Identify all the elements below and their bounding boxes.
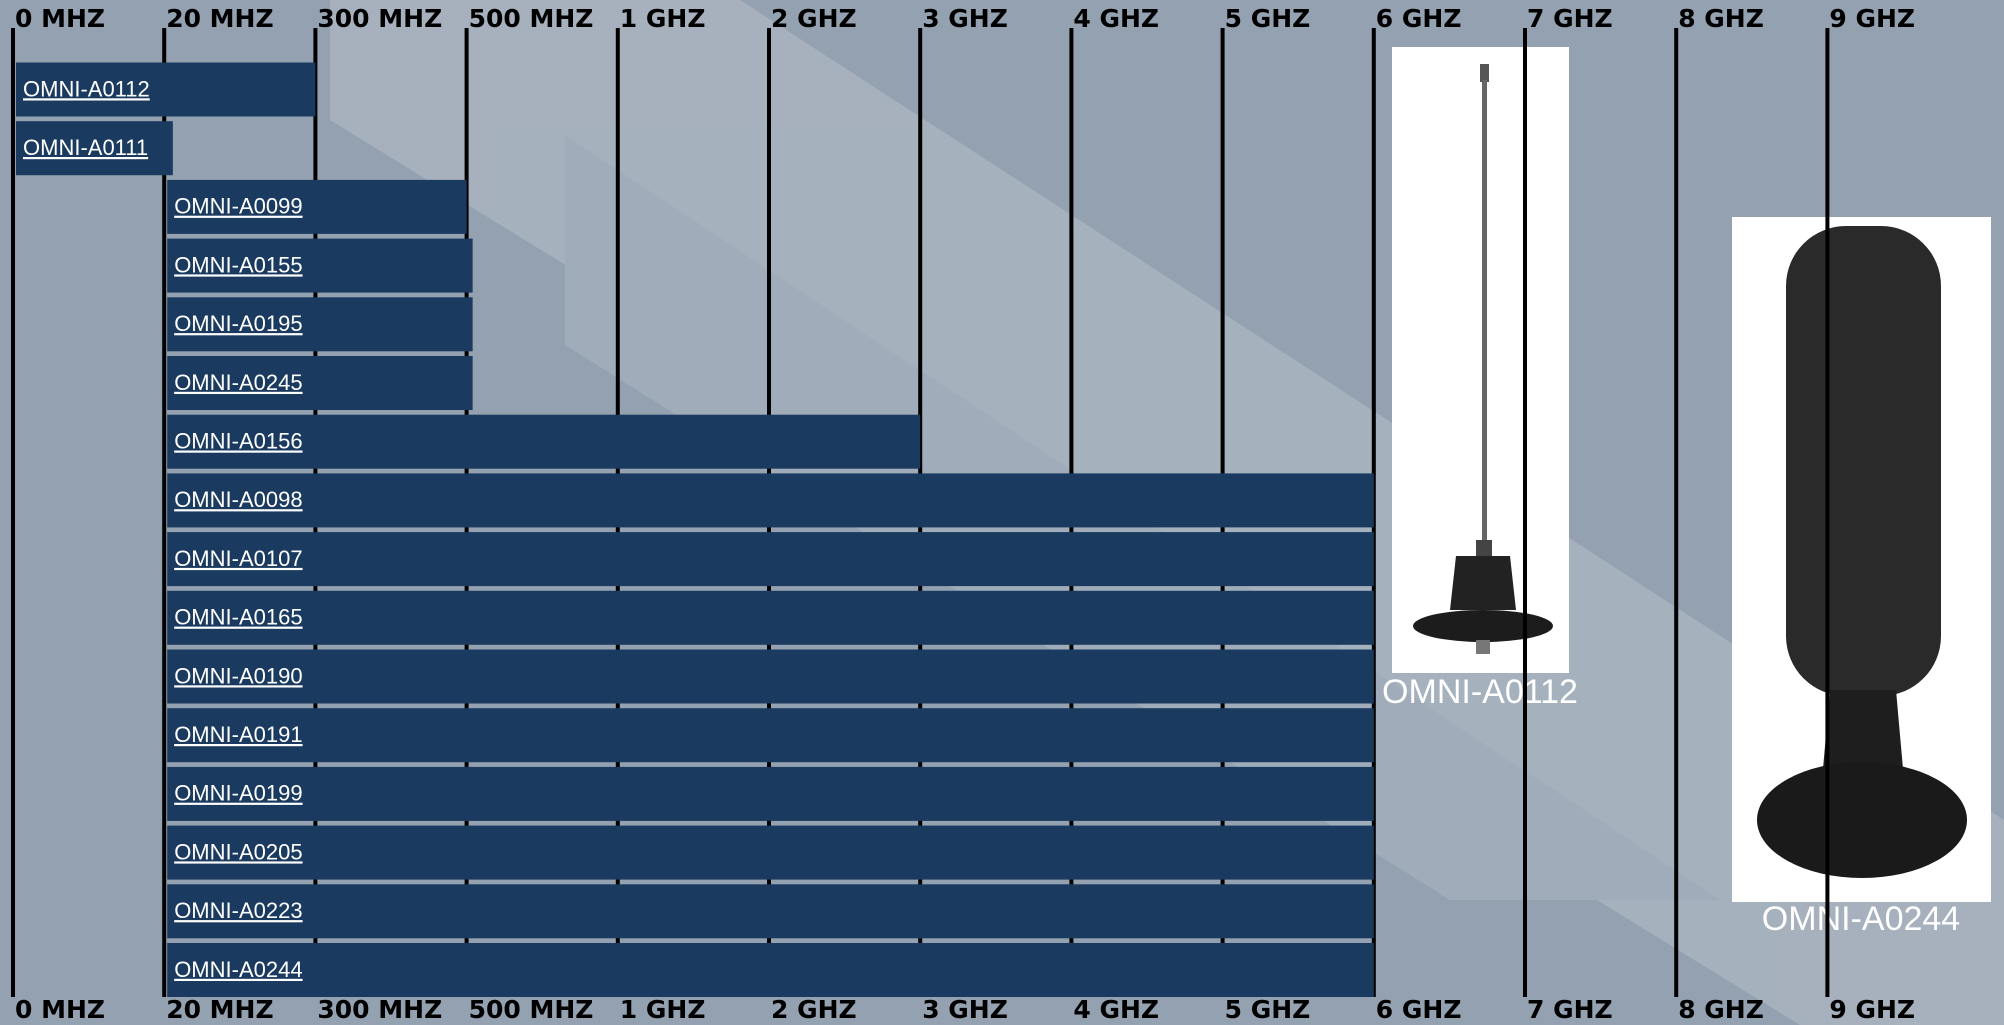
x-tick-label: 500 MHZ [469,995,594,1024]
x-tick-label: 0 MHZ [15,4,105,33]
range-bar [167,884,1374,939]
bar-label[interactable]: OMNI-A0156 [174,429,302,454]
bar-label[interactable]: OMNI-A0098 [174,487,302,512]
range-bar [167,590,1374,645]
x-tick-label: 5 GHZ [1225,995,1311,1024]
bar-label[interactable]: OMNI-A0112 [23,76,150,101]
x-tick-label: 8 GHZ [1678,4,1764,33]
x-tick-label: 1 GHZ [620,995,706,1024]
range-bar [167,766,1374,821]
x-tick-label: 3 GHZ [922,4,1008,33]
range-bar [167,649,1374,704]
bar-label[interactable]: OMNI-A0111 [23,135,148,160]
bar-label[interactable]: OMNI-A0245 [174,370,302,395]
range-bar [167,414,921,469]
range-bar [167,943,1374,997]
x-tick-label: 6 GHZ [1376,4,1462,33]
bar-label[interactable]: OMNI-A0165 [174,605,302,630]
x-tick-label: 300 MHZ [317,995,442,1024]
bar-label[interactable]: OMNI-A0155 [174,252,302,277]
x-tick-label: 8 GHZ [1678,995,1764,1024]
x-tick-label: 9 GHZ [1829,4,1915,33]
x-tick-label: 0 MHZ [15,995,105,1024]
x-tick-label: 300 MHZ [317,4,442,33]
bar-label[interactable]: OMNI-A0244 [174,957,302,982]
x-tick-label: 4 GHZ [1073,4,1159,33]
antenna-photo-1 [1392,47,1569,673]
x-tick-label: 20 MHZ [166,995,273,1024]
range-bar [167,708,1374,763]
x-tick-label: 3 GHZ [922,995,1008,1024]
image-caption: OMNI-A0244 [1762,900,1960,938]
x-tick-label: 20 MHZ [166,4,273,33]
range-bar [167,356,473,410]
x-tick-label: 9 GHZ [1829,995,1915,1024]
bar-label[interactable]: OMNI-A0191 [174,722,302,747]
x-tick-label: 1 GHZ [620,4,706,33]
range-bar [16,62,316,117]
range-bar [16,121,173,176]
x-tick-label: 6 GHZ [1376,995,1462,1024]
range-bar [167,825,1374,880]
image-caption: OMNI-A0112 [1382,673,1578,711]
antenna-photo-2 [1732,217,1991,902]
range-bar [167,473,1374,528]
x-tick-label: 2 GHZ [771,4,857,33]
x-tick-label: 2 GHZ [771,995,857,1024]
x-tick-label: 7 GHZ [1527,995,1613,1024]
x-tick-label: 4 GHZ [1073,995,1159,1024]
x-tick-label: 7 GHZ [1527,4,1613,33]
range-bar [167,179,467,234]
bar-label[interactable]: OMNI-A0099 [174,194,302,219]
bar-label[interactable]: OMNI-A0195 [174,311,302,336]
bar-label[interactable]: OMNI-A0190 [174,663,302,688]
x-tick-label: 5 GHZ [1225,4,1311,33]
bar-label[interactable]: OMNI-A0199 [174,781,302,806]
bar-label[interactable]: OMNI-A0107 [174,546,302,571]
bar-label[interactable]: OMNI-A0205 [174,839,302,864]
range-bar [167,238,473,293]
bar-label[interactable]: OMNI-A0223 [174,898,302,923]
range-bar [167,532,1374,587]
x-tick-label: 500 MHZ [469,4,594,33]
range-bar [167,297,473,352]
